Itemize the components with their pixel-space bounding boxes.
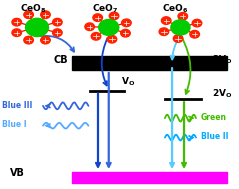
Circle shape [190,30,200,38]
Text: V$_\mathbf{O}$: V$_\mathbf{O}$ [121,75,135,88]
Text: VB: VB [10,168,24,178]
Circle shape [109,12,119,20]
Text: CeO$_\mathbf{7}$: CeO$_\mathbf{7}$ [92,2,118,15]
Text: CeO$_\mathbf{6}$: CeO$_\mathbf{6}$ [163,2,189,15]
Circle shape [159,28,169,36]
Circle shape [12,18,22,26]
Text: Green: Green [201,113,227,122]
Circle shape [24,36,33,44]
Bar [72,56,227,70]
Text: 2V$_\mathbf{O}$: 2V$_\mathbf{O}$ [212,87,232,100]
Text: Blue II: Blue II [201,132,228,141]
Circle shape [192,19,202,27]
Text: 2V$_\mathbf{O}$: 2V$_\mathbf{O}$ [212,53,232,66]
Circle shape [93,14,103,21]
Text: Blue I: Blue I [2,120,27,129]
Bar [72,172,227,183]
Circle shape [85,23,94,30]
Circle shape [99,19,119,35]
Text: CeO$_\mathbf{8}$: CeO$_\mathbf{8}$ [20,2,47,15]
Circle shape [173,35,183,42]
Circle shape [24,11,33,19]
Circle shape [53,18,62,26]
Circle shape [107,35,117,43]
Text: Blue III: Blue III [2,101,33,110]
Circle shape [171,20,190,35]
Circle shape [12,29,22,36]
Text: CB: CB [54,56,68,65]
Circle shape [53,29,62,36]
Circle shape [178,12,188,20]
Circle shape [91,33,101,40]
Circle shape [121,29,130,37]
Circle shape [161,17,171,24]
Circle shape [26,18,49,36]
Circle shape [122,19,131,27]
Circle shape [41,36,50,44]
Circle shape [41,11,50,19]
